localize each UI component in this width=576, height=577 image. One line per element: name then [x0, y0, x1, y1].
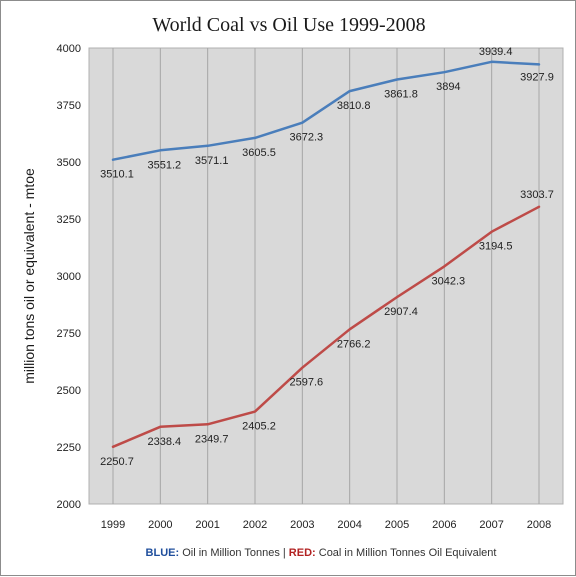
oil-data-label: 3510.1 — [100, 169, 134, 181]
x-axis-ticks: 1999 2000 2001 2002 2003 2004 2005 2006 2007 2008 — [101, 519, 551, 531]
coal-data-label: 2349.7 — [195, 433, 229, 445]
legend-red-key: RED: — [289, 547, 316, 559]
coal-data-label: 3303.7 — [520, 189, 554, 201]
oil-data-label: 3605.5 — [242, 147, 276, 159]
oil-data-label: 3894 — [436, 81, 460, 93]
coal-data-label: 2338.4 — [148, 436, 182, 448]
x-tick-label: 2007 — [479, 519, 503, 531]
coal-data-label: 2766.2 — [337, 338, 371, 350]
x-tick-label: 2003 — [290, 519, 314, 531]
x-tick-label: 2002 — [243, 519, 267, 531]
y-axis-ticks: 2000 2250 2500 2750 3000 3250 3500 3750 4000 — [57, 43, 81, 511]
x-tick-label: 2001 — [195, 519, 219, 531]
y-axis-label: million tons oil or equivalent - mtoe — [21, 168, 37, 384]
chart-title: World Coal vs Oil Use 1999-2008 — [152, 14, 425, 36]
y-tick-label: 2750 — [57, 328, 81, 340]
legend: BLUE: Oil in Million Tonnes | RED: Coal … — [146, 547, 497, 559]
y-tick-label: 3250 — [57, 214, 81, 226]
x-tick-label: 2006 — [432, 519, 456, 531]
x-tick-label: 1999 — [101, 519, 125, 531]
oil-data-label: 3551.2 — [148, 159, 182, 171]
x-tick-label: 2000 — [148, 519, 172, 531]
coal-data-label: 3042.3 — [432, 275, 466, 287]
coal-data-label: 3194.5 — [479, 241, 513, 253]
x-tick-label: 2008 — [527, 519, 551, 531]
y-tick-label: 2250 — [57, 442, 81, 454]
coal-data-label: 2405.2 — [242, 421, 276, 433]
y-tick-label: 3000 — [57, 271, 81, 283]
oil-data-label: 3861.8 — [384, 89, 418, 101]
legend-blue-key: BLUE: — [146, 547, 180, 559]
legend-red-text: Coal in Million Tonnes Oil Equivalent — [316, 547, 497, 559]
y-tick-label: 2000 — [57, 499, 81, 511]
y-tick-label: 2500 — [57, 385, 81, 397]
legend-blue-text: Oil in Million Tonnes | — [179, 547, 289, 559]
x-tick-label: 2004 — [337, 519, 361, 531]
oil-data-label: 3810.8 — [337, 100, 371, 112]
y-tick-label: 3750 — [57, 100, 81, 112]
y-tick-label: 3500 — [57, 157, 81, 169]
coal-data-label: 2250.7 — [100, 456, 134, 468]
y-tick-label: 4000 — [57, 43, 81, 55]
oil-data-label: 3672.3 — [290, 132, 324, 144]
oil-data-label: 3939.4 — [479, 46, 513, 58]
coal-data-label: 2907.4 — [384, 306, 418, 318]
oil-data-label: 3571.1 — [195, 155, 229, 167]
coal-data-label: 2597.6 — [290, 377, 324, 389]
oil-data-label: 3927.9 — [520, 71, 554, 83]
x-tick-label: 2005 — [385, 519, 409, 531]
